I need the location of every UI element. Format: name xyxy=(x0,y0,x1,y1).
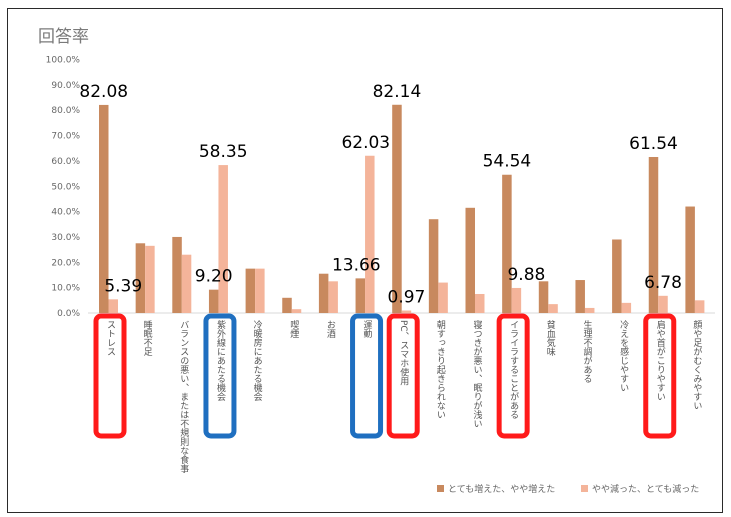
bar-decrease xyxy=(658,295,668,313)
y-tick-label: 80.0% xyxy=(51,106,80,116)
x-tick-label: 生理不調がある xyxy=(581,319,592,383)
x-tick-label: 肩や首がこりやすい xyxy=(655,319,666,401)
legend-label-increase: とても増えた、やや増えた xyxy=(448,485,556,495)
y-tick-label: 100.0% xyxy=(46,56,81,66)
x-tick-label: バランスの悪い、または不規則な食事 xyxy=(178,320,189,473)
bar-increase xyxy=(208,289,219,313)
highlight-box xyxy=(643,313,677,439)
y-tick-label: 20.0% xyxy=(51,258,80,268)
data-label: 82.08 xyxy=(79,82,128,102)
bar-increase xyxy=(465,207,475,313)
bar-increase xyxy=(538,281,549,313)
highlight-box xyxy=(386,313,420,439)
legend-swatch-decrease xyxy=(581,485,588,492)
legend-item-increase: とても増えた、やや増えた xyxy=(437,482,555,495)
bar-increase xyxy=(392,104,402,313)
bar-decrease xyxy=(328,281,338,313)
x-tick-label: イライラすることがある xyxy=(508,320,519,419)
highlight-box xyxy=(203,313,237,439)
data-label: 13.66 xyxy=(332,255,381,275)
bar-decrease xyxy=(401,310,412,313)
bar-increase xyxy=(612,239,622,313)
bar-increase xyxy=(648,156,659,313)
bar-decrease xyxy=(511,287,522,313)
y-tick-label: 70.0% xyxy=(51,132,80,142)
bar-decrease xyxy=(694,300,705,313)
data-label: 9.20 xyxy=(195,267,233,287)
data-label: 61.54 xyxy=(629,134,678,154)
chart-title: 回答率 xyxy=(38,27,89,47)
data-label: 62.03 xyxy=(341,133,390,153)
x-tick-label: 喫煙 xyxy=(288,319,299,339)
bar-decrease xyxy=(218,165,228,313)
y-tick-label: 30.0% xyxy=(51,233,80,243)
y-tick-label: 50.0% xyxy=(51,182,80,192)
bar-decrease xyxy=(365,155,375,313)
y-tick-label: 10.0% xyxy=(51,284,80,294)
x-tick-label: 寝つきが悪い、眠りが浅い xyxy=(472,319,483,428)
legend-label-decrease: やや減った、とても減った xyxy=(592,485,700,495)
bar-increase xyxy=(685,206,695,313)
data-label: 58.35 xyxy=(199,142,248,162)
x-tick-label: 顔や足がむくみやすい xyxy=(691,319,702,410)
y-tick-label: 90.0% xyxy=(51,81,80,91)
bar-decrease xyxy=(438,282,448,313)
bar-increase xyxy=(172,236,182,313)
x-tick-label: 冷暖房にあたる機会 xyxy=(252,319,263,402)
data-label: 82.14 xyxy=(373,82,422,102)
y-tick-label: 0.0% xyxy=(57,309,80,319)
x-tick-label: 冷えを感じやすい xyxy=(618,319,629,392)
data-label: 0.97 xyxy=(388,288,426,308)
bar-decrease xyxy=(548,304,558,313)
highlight-box xyxy=(350,313,384,439)
x-tick-label: 紫外線にあたる機会 xyxy=(215,320,226,402)
bar-decrease xyxy=(145,245,155,313)
data-label: 5.39 xyxy=(104,276,142,296)
bar-decrease xyxy=(108,299,118,313)
bar-increase xyxy=(355,278,366,313)
bar-increase xyxy=(502,174,512,313)
data-label: 54.54 xyxy=(483,152,532,172)
legend-item-decrease: やや減った、とても減った xyxy=(581,482,699,495)
data-label: 6.78 xyxy=(644,273,682,293)
bar-increase xyxy=(135,243,146,313)
x-tick-label: PC、スマホ使用 xyxy=(398,320,409,387)
bar-increase xyxy=(428,219,439,313)
bar-decrease xyxy=(181,254,192,313)
x-tick-label: お酒 xyxy=(325,320,336,339)
bar-increase xyxy=(245,268,256,313)
data-label: 9.88 xyxy=(507,265,545,285)
bar-increase xyxy=(318,273,329,313)
bar-increase xyxy=(282,297,292,313)
highlight-box xyxy=(93,313,127,439)
y-tick-label: 60.0% xyxy=(51,157,80,167)
x-tick-label: 朝すっきり起きられない xyxy=(435,320,446,419)
highlight-box xyxy=(496,313,530,439)
bar-increase xyxy=(575,280,585,313)
legend-swatch-increase xyxy=(437,485,444,492)
bar-decrease xyxy=(475,293,485,313)
x-tick-label: ストレス xyxy=(105,320,115,356)
x-tick-label: 運動 xyxy=(362,320,373,339)
bar-decrease xyxy=(584,307,595,313)
x-tick-label: 睡眠不足 xyxy=(142,319,153,357)
y-tick-label: 40.0% xyxy=(51,208,80,218)
bar-decrease xyxy=(255,268,265,313)
x-tick-label: 貧血気味 xyxy=(545,319,556,357)
bar-increase xyxy=(99,104,109,313)
bar-decrease xyxy=(621,302,632,313)
bar-decrease xyxy=(291,309,302,313)
